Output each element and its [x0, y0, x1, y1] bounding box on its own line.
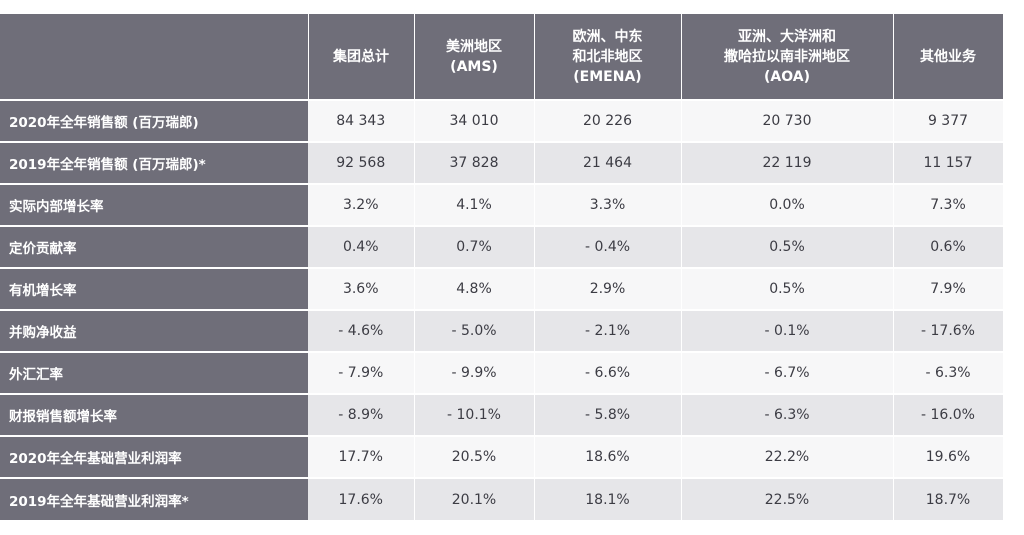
table-cell: - 17.6%	[893, 309, 1004, 352]
table-row: 并购净收益 - 4.6% - 5.0% - 2.1% - 0.1% - 17.6…	[0, 309, 1004, 352]
header-americas: 美洲地区 (AMS)	[414, 14, 535, 100]
table-cell: 22.5%	[681, 477, 894, 520]
table-cell: 7.9%	[893, 267, 1004, 310]
row-label: 定价贡献率	[0, 225, 308, 268]
row-label: 2019年全年基础营业利润率*	[0, 477, 308, 520]
table-cell: 34 010	[414, 99, 535, 142]
table-cell: - 16.0%	[893, 393, 1004, 436]
table-cell: 3.2%	[308, 183, 415, 226]
table-cell: 20 226	[534, 99, 682, 142]
table-row: 2019年全年销售额 (百万瑞郎)* 92 568 37 828 21 464 …	[0, 141, 1004, 184]
table-cell: - 10.1%	[414, 393, 535, 436]
row-label: 实际内部增长率	[0, 183, 308, 226]
table-cell: 19.6%	[893, 435, 1004, 478]
table-row: 2020年全年基础营业利润率 17.7% 20.5% 18.6% 22.2% 1…	[0, 435, 1004, 478]
row-label: 2019年全年销售额 (百万瑞郎)*	[0, 141, 308, 184]
table-cell: 0.0%	[681, 183, 894, 226]
table-cell: 4.1%	[414, 183, 535, 226]
header-group-total: 集团总计	[308, 14, 415, 100]
header-other-business: 其他业务	[893, 14, 1004, 100]
table-cell: 18.1%	[534, 477, 682, 520]
table-row: 财报销售额增长率 - 8.9% - 10.1% - 5.8% - 6.3% - …	[0, 393, 1004, 436]
table-cell: 0.5%	[681, 267, 894, 310]
table-cell: - 6.3%	[681, 393, 894, 436]
table-cell: 9 377	[893, 99, 1004, 142]
table-cell: - 0.4%	[534, 225, 682, 268]
table-cell: - 6.7%	[681, 351, 894, 394]
table-cell: - 9.9%	[414, 351, 535, 394]
table-cell: 7.3%	[893, 183, 1004, 226]
table-cell: 0.7%	[414, 225, 535, 268]
header-corner-cell	[0, 14, 309, 100]
table-cell: - 2.1%	[534, 309, 682, 352]
table-cell: - 6.6%	[534, 351, 682, 394]
table-cell: 20.1%	[414, 477, 535, 520]
table-cell: - 0.1%	[681, 309, 894, 352]
table-cell: 22.2%	[681, 435, 894, 478]
regional-sales-table: 集团总计 美洲地区 (AMS) 欧洲、中东 和北非地区 (EMENA) 亚洲、大…	[0, 14, 1004, 520]
table-header-row: 集团总计 美洲地区 (AMS) 欧洲、中东 和北非地区 (EMENA) 亚洲、大…	[0, 14, 1004, 100]
row-label: 2020年全年基础营业利润率	[0, 435, 308, 478]
table-row: 2020年全年销售额 (百万瑞郎) 84 343 34 010 20 226 2…	[0, 99, 1004, 142]
table-cell: 18.7%	[893, 477, 1004, 520]
table-cell: 37 828	[414, 141, 535, 184]
table-cell: 21 464	[534, 141, 682, 184]
table-cell: 22 119	[681, 141, 894, 184]
table-row: 有机增长率 3.6% 4.8% 2.9% 0.5% 7.9%	[0, 267, 1004, 310]
table-cell: - 6.3%	[893, 351, 1004, 394]
table-cell: - 4.6%	[308, 309, 415, 352]
table-cell: 3.3%	[534, 183, 682, 226]
table-cell: 4.8%	[414, 267, 535, 310]
table-cell: 92 568	[308, 141, 415, 184]
table-cell: - 7.9%	[308, 351, 415, 394]
table-cell: 0.5%	[681, 225, 894, 268]
table-cell: - 5.8%	[534, 393, 682, 436]
row-label: 2020年全年销售额 (百万瑞郎)	[0, 99, 308, 142]
table-cell: 0.4%	[308, 225, 415, 268]
row-label: 有机增长率	[0, 267, 308, 310]
table-cell: 3.6%	[308, 267, 415, 310]
row-label: 并购净收益	[0, 309, 308, 352]
table-cell: 2.9%	[534, 267, 682, 310]
table-row: 2019年全年基础营业利润率* 17.6% 20.1% 18.1% 22.5% …	[0, 477, 1004, 520]
table-row: 外汇汇率 - 7.9% - 9.9% - 6.6% - 6.7% - 6.3%	[0, 351, 1004, 394]
table-cell: - 5.0%	[414, 309, 535, 352]
row-label: 财报销售额增长率	[0, 393, 308, 436]
header-emena: 欧洲、中东 和北非地区 (EMENA)	[534, 14, 682, 100]
header-aoa: 亚洲、大洋洲和 撒哈拉以南非洲地区 (AOA)	[681, 14, 894, 100]
table-cell: 84 343	[308, 99, 415, 142]
financial-table-container: 集团总计 美洲地区 (AMS) 欧洲、中东 和北非地区 (EMENA) 亚洲、大…	[0, 14, 1004, 520]
table-cell: 0.6%	[893, 225, 1004, 268]
table-cell: 11 157	[893, 141, 1004, 184]
table-cell: - 8.9%	[308, 393, 415, 436]
row-label: 外汇汇率	[0, 351, 308, 394]
table-cell: 20.5%	[414, 435, 535, 478]
table-row: 定价贡献率 0.4% 0.7% - 0.4% 0.5% 0.6%	[0, 225, 1004, 268]
table-cell: 20 730	[681, 99, 894, 142]
table-cell: 17.7%	[308, 435, 415, 478]
table-cell: 17.6%	[308, 477, 415, 520]
table-row: 实际内部增长率 3.2% 4.1% 3.3% 0.0% 7.3%	[0, 183, 1004, 226]
table-cell: 18.6%	[534, 435, 682, 478]
